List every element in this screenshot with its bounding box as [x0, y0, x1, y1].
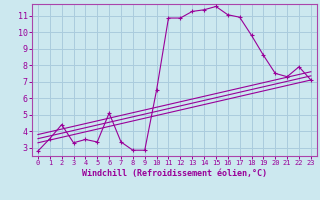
X-axis label: Windchill (Refroidissement éolien,°C): Windchill (Refroidissement éolien,°C) [82, 169, 267, 178]
